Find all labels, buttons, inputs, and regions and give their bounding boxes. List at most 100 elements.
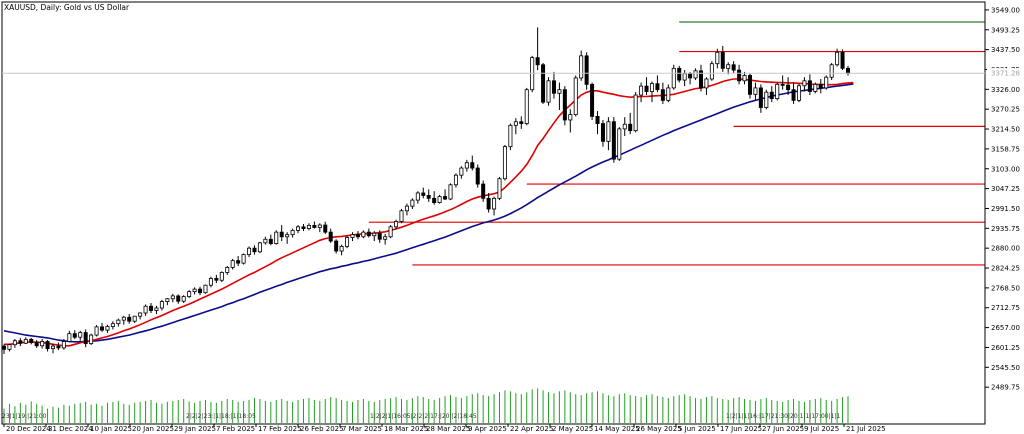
candle xyxy=(720,45,725,72)
candle xyxy=(132,315,137,323)
candle xyxy=(241,253,246,265)
candle-body xyxy=(214,278,219,281)
candle xyxy=(486,192,491,213)
candle-body xyxy=(698,70,703,89)
candle-body xyxy=(230,260,235,268)
candle xyxy=(628,112,633,135)
candle-body xyxy=(56,345,61,349)
candle-body xyxy=(791,89,796,101)
candle xyxy=(481,180,486,202)
candle xyxy=(116,318,121,327)
candle-body xyxy=(622,123,627,130)
candle-body xyxy=(83,332,88,345)
candle-body xyxy=(840,51,845,69)
candle-body xyxy=(813,83,818,92)
candle xyxy=(846,65,851,76)
candle-body xyxy=(677,67,682,81)
candle-body xyxy=(268,238,273,244)
candle xyxy=(301,223,306,232)
candle-body xyxy=(633,94,638,132)
candle-body xyxy=(660,89,665,101)
candle-body xyxy=(40,341,45,347)
candle-body xyxy=(704,78,709,89)
candle xyxy=(110,321,115,330)
candle xyxy=(181,295,186,304)
candle xyxy=(829,62,834,81)
candle xyxy=(688,71,693,85)
x-tick-label: 5 Jun 2025 xyxy=(678,425,716,433)
candle xyxy=(45,340,50,352)
x-tick-label: 27 Jun 2025 xyxy=(762,425,804,433)
x-tick-label: 29 Jan 2025 xyxy=(174,425,216,433)
candle xyxy=(464,159,469,172)
y-tick-label: 3270.25 xyxy=(991,106,1020,114)
candle xyxy=(698,64,703,92)
x-tick-label: 7 Feb 2025 xyxy=(216,425,255,433)
candle xyxy=(786,77,791,96)
candle xyxy=(508,123,513,151)
candle-body xyxy=(470,162,475,169)
candle xyxy=(165,298,170,306)
y-tick-label: 2824.25 xyxy=(991,265,1020,273)
candle-body xyxy=(579,55,584,79)
y-tick-label: 3103.00 xyxy=(991,165,1020,173)
candle xyxy=(595,111,600,135)
candle-body xyxy=(824,76,829,89)
x-tick-label: 2 May 2025 xyxy=(552,425,593,433)
x-tick-label: 14 May 2025 xyxy=(594,425,640,433)
candle-body xyxy=(693,70,698,79)
x-tick-label: 10 Jan 2025 xyxy=(90,425,132,433)
candle-body xyxy=(279,231,284,238)
candle xyxy=(355,231,360,240)
candle-body xyxy=(448,184,453,200)
candle xyxy=(328,228,333,243)
y-tick-label: 2657.00 xyxy=(991,324,1020,332)
candle xyxy=(824,75,829,90)
candle-body xyxy=(513,121,518,126)
volume-footer-label: 23|1|19:|21:00 xyxy=(2,413,47,420)
y-tick-label: 2991.50 xyxy=(991,205,1020,213)
candle-body xyxy=(18,340,23,344)
x-tick-label: 28 Mar 2025 xyxy=(426,425,470,433)
x-tick-label: 17 Feb 2025 xyxy=(258,425,302,433)
candle xyxy=(813,82,818,94)
candle xyxy=(693,68,698,81)
candle xyxy=(268,234,273,246)
candle xyxy=(671,64,676,90)
y-tick-label: 3493.25 xyxy=(991,26,1020,34)
candle-body xyxy=(203,284,208,294)
candle xyxy=(51,343,56,354)
candle xyxy=(312,221,317,229)
candle-body xyxy=(590,83,595,117)
candle xyxy=(709,61,714,81)
candle xyxy=(334,239,339,254)
candle-body xyxy=(742,75,747,82)
candle-body xyxy=(606,121,611,142)
candle xyxy=(236,256,241,266)
candle-body xyxy=(628,123,633,132)
y-tick-label: 3158.75 xyxy=(991,145,1020,153)
candle xyxy=(791,82,796,104)
candle-body xyxy=(100,326,105,331)
candle-body xyxy=(639,85,644,96)
levels-layer xyxy=(368,21,985,266)
candle-body xyxy=(110,323,115,327)
candle xyxy=(2,344,7,354)
candle-body xyxy=(519,121,524,124)
candle-body xyxy=(89,334,94,345)
candle-body xyxy=(290,229,295,236)
candle xyxy=(7,343,12,352)
candle xyxy=(149,303,154,313)
candle xyxy=(263,236,268,245)
candle xyxy=(230,258,235,270)
candle xyxy=(611,117,616,163)
x-tick-label: 20 Dec 2024 xyxy=(6,425,51,433)
candle xyxy=(34,340,39,348)
candle xyxy=(56,342,61,351)
candle-body xyxy=(350,234,355,238)
candle xyxy=(818,79,823,94)
candle xyxy=(649,81,654,103)
candle xyxy=(274,230,279,245)
candle xyxy=(769,86,774,103)
